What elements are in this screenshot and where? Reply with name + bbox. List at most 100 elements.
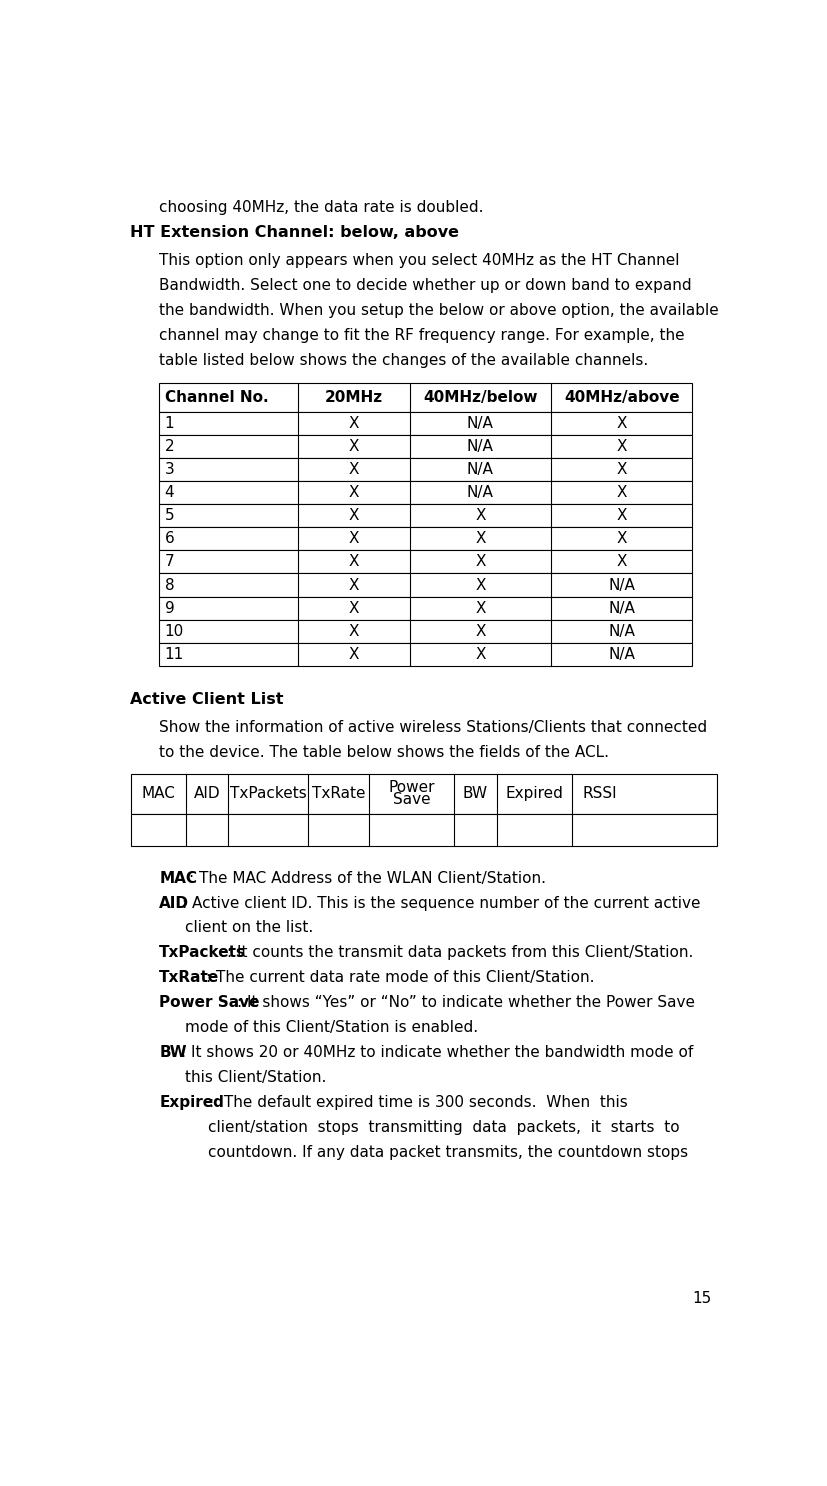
Text: TxRate: TxRate [312, 786, 366, 801]
Text: AID: AID [159, 896, 189, 911]
Text: 40MHz/above: 40MHz/above [564, 389, 680, 404]
Text: N/A: N/A [467, 438, 494, 453]
Text: 6: 6 [165, 532, 174, 547]
Text: 11: 11 [165, 646, 184, 661]
Text: MAC: MAC [159, 871, 197, 886]
Bar [131, 814, 717, 846]
Text: this Client/Station.: this Client/Station. [184, 1070, 326, 1085]
Text: Channel No.: Channel No. [165, 389, 268, 404]
Bar [159, 574, 692, 596]
Text: Expired: Expired [505, 786, 563, 801]
Text: 4: 4 [165, 484, 174, 501]
Bar [159, 435, 692, 458]
Text: X: X [476, 624, 485, 639]
Text: X: X [476, 554, 485, 569]
Bar [159, 596, 692, 620]
Bar [131, 774, 717, 814]
Text: X: X [616, 416, 627, 431]
Text: mode of this Client/Station is enabled.: mode of this Client/Station is enabled. [184, 1019, 478, 1036]
Text: Power: Power [389, 780, 435, 795]
Text: X: X [476, 646, 485, 661]
Text: RSSI: RSSI [582, 786, 617, 801]
Text: N/A: N/A [609, 600, 635, 615]
Text: : The MAC Address of the WLAN Client/Station.: : The MAC Address of the WLAN Client/Sta… [189, 871, 546, 886]
Bar [159, 382, 692, 412]
Text: Save: Save [393, 792, 431, 807]
Text: 10: 10 [165, 624, 184, 639]
Text: the bandwidth. When you setup the below or above option, the available: the bandwidth. When you setup the below … [159, 303, 719, 318]
Text: Show the information of active wireless Stations/Clients that connected: Show the information of active wireless … [159, 719, 707, 736]
Text: table listed below shows the changes of the available channels.: table listed below shows the changes of … [159, 352, 648, 367]
Text: to the device. The table below shows the fields of the ACL.: to the device. The table below shows the… [159, 744, 609, 759]
Text: 40MHz/below: 40MHz/below [423, 389, 538, 404]
Text: Bandwidth. Select one to decide whether up or down band to expand: Bandwidth. Select one to decide whether … [159, 278, 692, 293]
Text: 2: 2 [165, 438, 174, 453]
Text: X: X [476, 508, 485, 523]
Text: X: X [348, 416, 359, 431]
Text: 7: 7 [165, 554, 174, 569]
Text: X: X [616, 508, 627, 523]
Text: : It shows “Yes” or “No” to indicate whether the Power Save: : It shows “Yes” or “No” to indicate whe… [237, 996, 695, 1010]
Bar [159, 504, 692, 528]
Text: Power Save: Power Save [159, 996, 260, 1010]
Text: 1: 1 [165, 416, 174, 431]
Text: X: X [348, 438, 359, 453]
Text: choosing 40MHz, the data rate is doubled.: choosing 40MHz, the data rate is doubled… [159, 201, 484, 215]
Text: 20MHz: 20MHz [325, 389, 383, 404]
Text: X: X [348, 646, 359, 661]
Bar [159, 528, 692, 550]
Text: : It shows 20 or 40MHz to indicate whether the bandwidth mode of: : It shows 20 or 40MHz to indicate wheth… [180, 1045, 693, 1060]
Text: X: X [476, 532, 485, 547]
Bar [159, 550, 692, 574]
Text: X: X [348, 624, 359, 639]
Text: X: X [476, 600, 485, 615]
Text: X: X [348, 532, 359, 547]
Text: 8: 8 [165, 578, 174, 593]
Text: X: X [616, 532, 627, 547]
Text: 15: 15 [692, 1291, 712, 1306]
Text: TxPackets: TxPackets [230, 786, 307, 801]
Bar [159, 620, 692, 643]
Text: :  The default expired time is 300 seconds.  When  this: : The default expired time is 300 second… [209, 1095, 629, 1110]
Text: X: X [616, 438, 627, 453]
Text: : It counts the transmit data packets from this Client/Station.: : It counts the transmit data packets fr… [227, 945, 693, 960]
Text: countdown. If any data packet transmits, the countdown stops: countdown. If any data packet transmits,… [208, 1144, 688, 1159]
Text: X: X [348, 578, 359, 593]
Bar [159, 643, 692, 666]
Text: Active Client List: Active Client List [131, 692, 284, 707]
Text: X: X [348, 600, 359, 615]
Text: N/A: N/A [609, 578, 635, 593]
Text: X: X [616, 554, 627, 569]
Bar [159, 481, 692, 504]
Text: 3: 3 [165, 462, 174, 477]
Text: N/A: N/A [467, 462, 494, 477]
Text: X: X [348, 554, 359, 569]
Text: AID: AID [194, 786, 221, 801]
Bar [159, 458, 692, 481]
Text: Expired: Expired [159, 1095, 224, 1110]
Text: 9: 9 [165, 600, 174, 615]
Text: MAC: MAC [141, 786, 175, 801]
Text: : The current data rate mode of this Client/Station.: : The current data rate mode of this Cli… [206, 970, 595, 985]
Text: N/A: N/A [609, 624, 635, 639]
Text: X: X [348, 462, 359, 477]
Text: : Active client ID. This is the sequence number of the current active: : Active client ID. This is the sequence… [183, 896, 701, 911]
Text: N/A: N/A [609, 646, 635, 661]
Text: channel may change to fit the RF frequency range. For example, the: channel may change to fit the RF frequen… [159, 327, 685, 343]
Text: N/A: N/A [467, 416, 494, 431]
Text: TxRate: TxRate [159, 970, 219, 985]
Text: X: X [476, 578, 485, 593]
Text: BW: BW [463, 786, 488, 801]
Text: This option only appears when you select 40MHz as the HT Channel: This option only appears when you select… [159, 253, 680, 267]
Text: N/A: N/A [467, 484, 494, 501]
Text: X: X [616, 462, 627, 477]
Text: X: X [616, 484, 627, 501]
Text: 5: 5 [165, 508, 174, 523]
Text: TxPackets: TxPackets [159, 945, 246, 960]
Text: BW: BW [159, 1045, 187, 1060]
Bar [159, 412, 692, 435]
Text: X: X [348, 484, 359, 501]
Text: client on the list.: client on the list. [184, 920, 313, 936]
Text: X: X [348, 508, 359, 523]
Text: client/station  stops  transmitting  data  packets,  it  starts  to: client/station stops transmitting data p… [208, 1119, 680, 1135]
